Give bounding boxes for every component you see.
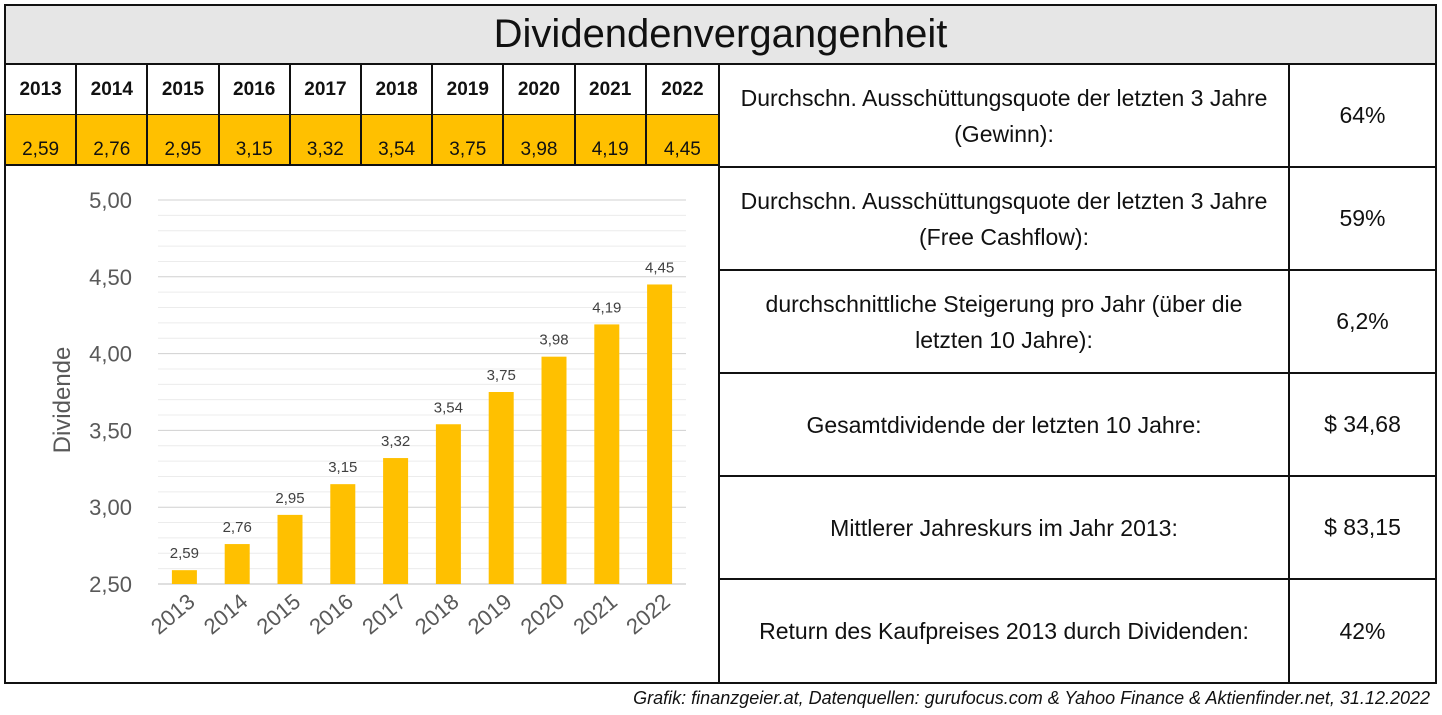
- year-column: 2015 2,95: [148, 65, 220, 166]
- table-divider: [6, 164, 718, 166]
- bar: [277, 514, 303, 584]
- stat-label: Durchschn. Ausschüttungsquote der letzte…: [720, 168, 1290, 269]
- bar-data-label: 3,75: [487, 367, 516, 384]
- stat-value: 6,2%: [1336, 308, 1389, 334]
- y-tick-label: 4,50: [89, 265, 132, 290]
- x-tick-label: 2013: [146, 589, 200, 640]
- stat-row: Return des Kaufpreises 2013 durch Divide…: [720, 580, 1435, 682]
- dividend-year-table: 2013 2,59 2014 2,76 2015 2,95 2016 3,15 2017…: [6, 65, 718, 166]
- stat-value: $ 34,68: [1324, 411, 1401, 437]
- year-cell: 2020: [504, 65, 574, 115]
- year-column: 2013 2,59: [6, 65, 78, 166]
- year-cell: 2015: [148, 65, 218, 115]
- dividend-cell: 3,98: [504, 115, 574, 166]
- bar-data-label: 3,98: [539, 332, 568, 349]
- stat-label: Mittlerer Jahreskurs im Jahr 2013:: [720, 477, 1290, 578]
- dividend-cell: 4,19: [575, 115, 645, 166]
- bar: [171, 570, 197, 584]
- year-column: 2016 3,15: [219, 65, 291, 166]
- bar-data-label: 3,32: [381, 433, 410, 450]
- dividend-cell: 3,32: [290, 115, 360, 166]
- stat-label: Durchschn. Ausschüttungsquote der letzte…: [720, 65, 1290, 166]
- dividend-cell: 2,76: [77, 115, 147, 166]
- bar: [383, 458, 409, 584]
- year-cell: 2014: [77, 65, 147, 115]
- y-axis-label: Dividende: [49, 347, 76, 454]
- bar-data-label: 4,45: [645, 259, 674, 276]
- stat-label: Gesamtdividende der letzten 10 Jahre:: [720, 374, 1290, 475]
- outer-frame: [4, 4, 1437, 684]
- dividend-cell: 3,54: [361, 115, 432, 166]
- dividend-cell: 2,59: [6, 115, 76, 166]
- stat-row: Durchschn. Ausschüttungsquote der letzte…: [720, 65, 1435, 168]
- x-tick-label: 2014: [199, 589, 253, 640]
- y-tick-label: 3,50: [89, 418, 132, 443]
- bar-data-label: 2,59: [170, 545, 199, 562]
- dividend-cell: 3,15: [219, 115, 289, 166]
- stat-row: Mittlerer Jahreskurs im Jahr 2013: $ 83,…: [720, 477, 1435, 580]
- year-column: 2017 3,32: [290, 65, 362, 166]
- stat-value: 59%: [1339, 205, 1386, 231]
- x-tick-label: 2016: [304, 589, 358, 640]
- bar: [330, 484, 356, 584]
- page-title: Dividendenvergangenheit: [6, 6, 1435, 65]
- bar-data-label: 3,54: [434, 399, 463, 416]
- stat-label: Return des Kaufpreises 2013 durch Divide…: [720, 580, 1290, 682]
- dividend-cell: 3,75: [433, 115, 503, 166]
- y-tick-label: 5,00: [89, 188, 132, 213]
- x-tick-label: 2019: [463, 589, 517, 640]
- year-cell: 2013: [6, 65, 76, 115]
- year-cell: 2019: [433, 65, 503, 115]
- bar: [488, 392, 514, 584]
- bar: [647, 284, 673, 584]
- x-tick-label: 2022: [621, 589, 675, 640]
- year-column: 2019 3,75: [433, 65, 505, 166]
- year-cell: 2016: [219, 65, 289, 115]
- year-column: 2020 3,98: [504, 65, 576, 166]
- dividend-cell: 4,45: [646, 115, 718, 166]
- dividend-chart: 2,50 3,00 3,50 4,00 4,50 5,00 Dividende 2,59 201…: [6, 166, 718, 682]
- year-column: 2021 4,19: [575, 65, 647, 166]
- bar: [594, 324, 620, 584]
- stat-value: $ 83,15: [1324, 514, 1401, 540]
- stat-label: durchschnittliche Steigerung pro Jahr (ü…: [720, 271, 1290, 372]
- year-cell: 2018: [361, 65, 432, 115]
- y-tick-label: 4,00: [89, 342, 132, 367]
- year-cell: 2021: [575, 65, 645, 115]
- stat-value: 64%: [1339, 102, 1386, 128]
- y-tick-label: 3,00: [89, 495, 132, 520]
- source-credit: Grafik: finanzgeier.at, Datenquellen: gu…: [633, 688, 1430, 708]
- stat-row: durchschnittliche Steigerung pro Jahr (ü…: [720, 271, 1435, 374]
- dividend-bar-chart: 2,50 3,00 3,50 4,00 4,50 5,00 Dividende 2,59 201…: [49, 188, 686, 640]
- stat-row: Gesamtdividende der letzten 10 Jahre: $ …: [720, 374, 1435, 477]
- y-tick-label: 2,50: [89, 572, 132, 597]
- bar: [541, 356, 567, 584]
- year-cell: 2017: [290, 65, 360, 115]
- dividend-cell: 2,95: [148, 115, 218, 166]
- bar-data-label: 3,15: [328, 459, 357, 476]
- year-cell: 2022: [646, 65, 718, 115]
- stat-value: 42%: [1339, 617, 1386, 644]
- x-tick-label: 2015: [252, 589, 306, 640]
- x-tick-label: 2018: [410, 589, 464, 640]
- bar-data-label: 2,95: [275, 490, 304, 507]
- x-tick-label: 2017: [357, 589, 411, 640]
- x-tick-label: 2020: [516, 589, 570, 640]
- year-column: 2018 3,54: [361, 65, 434, 166]
- bar: [224, 544, 250, 584]
- bar-data-label: 4,19: [592, 299, 621, 316]
- year-column: 2014 2,76: [77, 65, 149, 166]
- stats-table: Durchschn. Ausschüttungsquote der letzte…: [720, 65, 1435, 682]
- panel-divider: [718, 65, 720, 684]
- bar-data-label: 2,76: [223, 519, 252, 536]
- year-column: 2022 4,45: [646, 65, 718, 166]
- x-tick-label: 2021: [568, 589, 622, 640]
- stat-row: Durchschn. Ausschüttungsquote der letzte…: [720, 168, 1435, 271]
- bar: [435, 424, 461, 584]
